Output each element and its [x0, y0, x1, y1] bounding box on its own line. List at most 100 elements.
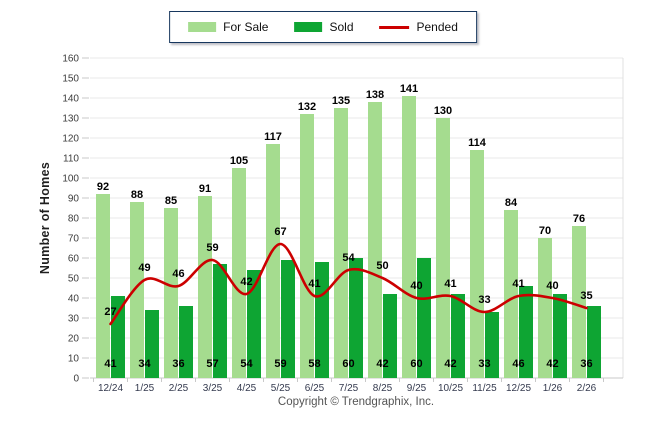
sold-value-label: 36 — [580, 358, 592, 370]
x-tick-label: 10/25 — [438, 383, 463, 394]
sold-value-label: 57 — [206, 358, 218, 370]
y-axis-title: Number of Homes — [38, 161, 52, 275]
y-tick-label: 100 — [62, 174, 79, 185]
bar-sold — [485, 312, 499, 378]
y-tick-label: 120 — [62, 134, 79, 145]
pended-value-label: 49 — [138, 262, 150, 274]
for-sale-value-label: 88 — [131, 189, 143, 201]
sold-value-label: 46 — [512, 358, 524, 370]
bar-sold — [247, 270, 261, 378]
bar-sold — [519, 286, 533, 378]
sold-value-label: 60 — [410, 358, 422, 370]
x-tick-label: 2/26 — [577, 383, 597, 394]
legend: For Sale Sold Pended — [169, 11, 477, 43]
y-tick-label: 80 — [68, 214, 80, 225]
pended-value-label: 35 — [580, 290, 592, 302]
pended-value-label: 41 — [308, 278, 320, 290]
sold-value-label: 54 — [240, 358, 253, 370]
pended-value-label: 27 — [104, 306, 116, 318]
legend-label-pended: Pended — [416, 20, 458, 34]
for-sale-value-label: 114 — [468, 137, 487, 149]
bar-sold — [553, 294, 567, 378]
bar-sold — [213, 264, 227, 378]
pended-value-label: 40 — [546, 280, 558, 292]
bar-for-sale — [572, 226, 586, 378]
bar-sold — [417, 258, 431, 378]
legend-item-pended: Pended — [379, 20, 458, 34]
pended-line-swatch-icon — [379, 25, 410, 29]
for-sale-value-label: 135 — [332, 95, 350, 107]
pended-value-label: 50 — [376, 260, 388, 272]
y-tick-label: 10 — [68, 354, 80, 365]
for-sale-swatch-icon — [188, 22, 217, 32]
sold-value-label: 42 — [546, 358, 558, 370]
bar-for-sale — [368, 102, 382, 378]
pended-line — [109, 242, 588, 326]
for-sale-value-label: 130 — [434, 105, 452, 117]
sold-value-label: 36 — [172, 358, 184, 370]
for-sale-value-label: 117 — [264, 131, 282, 143]
sold-value-label: 58 — [308, 358, 320, 370]
bar-for-sale — [266, 144, 280, 378]
legend-item-for-sale: For Sale — [188, 20, 268, 34]
legend-label-sold: Sold — [329, 20, 354, 34]
pended-value-label: 33 — [478, 294, 490, 306]
x-tick-label: 1/25 — [135, 383, 155, 394]
legend-label-for-sale: For Sale — [223, 20, 269, 34]
x-tick-label: 5/25 — [271, 383, 291, 394]
sold-value-label: 41 — [104, 358, 116, 370]
sold-value-label: 60 — [342, 358, 354, 370]
bar-for-sale — [436, 118, 450, 378]
sold-value-label: 42 — [444, 358, 456, 370]
x-tick-label: 6/25 — [305, 383, 325, 394]
bar-for-sale — [96, 194, 110, 378]
sold-value-label: 34 — [138, 358, 151, 370]
bar-for-sale — [538, 238, 552, 378]
for-sale-value-label: 76 — [573, 213, 585, 225]
bar-for-sale — [402, 96, 416, 378]
bar-for-sale — [504, 210, 518, 378]
x-tick-label: 12/24 — [98, 383, 123, 394]
sold-swatch-icon — [294, 22, 323, 32]
bar-sold — [281, 260, 295, 378]
pended-value-label: 41 — [444, 278, 456, 290]
pended-value-label: 67 — [274, 226, 286, 238]
bar-for-sale — [130, 202, 144, 378]
x-tick-label: 9/25 — [407, 383, 427, 394]
y-tick-label: 150 — [62, 74, 79, 85]
y-tick-label: 0 — [73, 374, 79, 385]
bar-for-sale — [300, 114, 314, 378]
x-tick-label: 7/25 — [339, 383, 359, 394]
copyright: Copyright © Trendgraphix, Inc. — [277, 396, 435, 408]
for-sale-value-label: 141 — [400, 83, 418, 95]
bar-for-sale — [198, 196, 212, 378]
for-sale-value-label: 132 — [298, 101, 316, 113]
bar-for-sale — [470, 150, 484, 378]
pended-value-label: 40 — [410, 280, 422, 292]
legend-item-sold: Sold — [294, 20, 354, 34]
y-tick-label: 90 — [68, 194, 80, 205]
sold-value-label: 33 — [478, 358, 490, 370]
x-tick-label: 1/26 — [543, 383, 563, 394]
bar-for-sale — [232, 168, 246, 378]
bar-for-sale — [164, 208, 178, 378]
pended-value-label: 42 — [240, 276, 252, 288]
pended-value-label: 59 — [206, 242, 218, 254]
bar-sold — [383, 294, 397, 378]
y-tick-label: 40 — [68, 294, 80, 305]
y-tick-label: 130 — [62, 114, 79, 125]
for-sale-value-label: 85 — [165, 195, 177, 207]
x-tick-label: 4/25 — [237, 383, 257, 394]
for-sale-value-label: 70 — [539, 225, 551, 237]
pended-value-label: 41 — [512, 278, 524, 290]
x-tick-label: 8/25 — [373, 383, 393, 394]
x-tick-label: 11/25 — [472, 383, 497, 394]
y-tick-label: 70 — [68, 234, 80, 245]
y-tick-label: 60 — [68, 254, 80, 265]
bar-sold — [179, 306, 193, 378]
bar-sold — [145, 310, 159, 378]
for-sale-value-label: 91 — [199, 183, 211, 195]
